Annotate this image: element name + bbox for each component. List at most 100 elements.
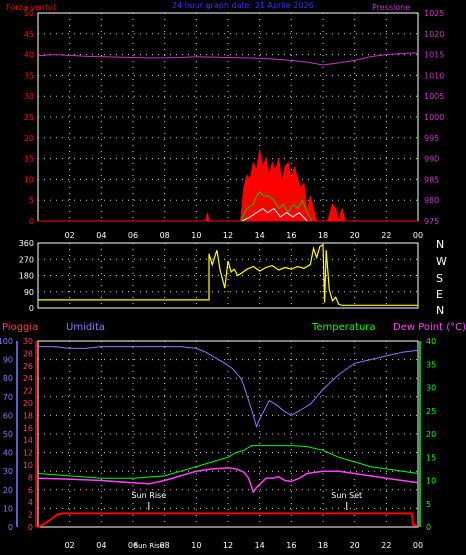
rain-tick-label: 30 bbox=[23, 337, 33, 346]
x-tick-label: 06 bbox=[128, 541, 138, 550]
pressure-line bbox=[37, 52, 419, 66]
rain-tick-label: 26 bbox=[23, 362, 33, 371]
chart-date-title: 24 hour graph date: 21 Aprile 2026 bbox=[172, 1, 314, 10]
wind-tick-label: 35 bbox=[24, 71, 34, 80]
temperature-tick-label: 15 bbox=[426, 453, 436, 462]
x-tick-label: 12 bbox=[223, 541, 233, 550]
rain-tick-label: 20 bbox=[23, 399, 33, 408]
rain-axis-title: Pioggia bbox=[2, 322, 38, 333]
wind-tick-label: 40 bbox=[24, 51, 34, 60]
humidity-ticks: 0 10 20 30 40 50 60 70 80 90 100 bbox=[0, 337, 13, 532]
rain-tick-label: 6 bbox=[28, 486, 33, 495]
x-tick-label: 14 bbox=[255, 541, 265, 550]
x-tick-label: 20 bbox=[350, 231, 360, 240]
humidity-tick-label: 0 bbox=[8, 523, 13, 532]
pressure-tick-label: 1020 bbox=[424, 30, 444, 39]
x-tick-label: 16 bbox=[286, 231, 296, 240]
rain-tick-label: 4 bbox=[28, 498, 33, 507]
panel1-x-ticks: 02 04 06 08 10 12 14 16 18 20 22 00 bbox=[65, 231, 424, 240]
rain-tick-label: 28 bbox=[23, 349, 33, 358]
wind-tick-label: 0 bbox=[29, 217, 34, 226]
temperature-tick-label: 0 bbox=[426, 523, 431, 532]
panel2-grid bbox=[38, 243, 418, 308]
wind-tick-label: 50 bbox=[24, 9, 34, 18]
pressure-tick-label: 1025 bbox=[424, 9, 444, 18]
x-tick-label: 08 bbox=[160, 541, 170, 550]
temperature-tick-label: 25 bbox=[426, 407, 436, 416]
compass-w: W bbox=[436, 255, 447, 268]
rain-tick-label: 24 bbox=[23, 374, 33, 383]
temperature-tick-label: 30 bbox=[426, 384, 436, 393]
x-tick-label: 20 bbox=[350, 541, 360, 550]
pressure-tick-label: 995 bbox=[424, 134, 439, 143]
x-tick-label: 04 bbox=[96, 231, 106, 240]
direction-tick-label: 180 bbox=[19, 272, 34, 281]
pressure-tick-label: 1015 bbox=[424, 51, 444, 60]
humidity-tick-label: 60 bbox=[3, 411, 13, 420]
humidity-tick-label: 50 bbox=[3, 430, 13, 439]
panel2-series bbox=[38, 243, 418, 306]
temperature-tick-label: 35 bbox=[426, 360, 436, 369]
x-tick-label: 16 bbox=[286, 541, 296, 550]
x-tick-label: 10 bbox=[191, 231, 201, 240]
wind-average-line bbox=[240, 191, 313, 222]
dewpoint-axis-title: Dew Point (°C) bbox=[393, 322, 466, 333]
x-tick-label: 02 bbox=[65, 541, 75, 550]
x-tick-label: 04 bbox=[96, 541, 106, 550]
wind-min-line bbox=[242, 207, 308, 222]
compass-n-top: N bbox=[436, 238, 444, 251]
x-tick-label: 10 bbox=[191, 541, 201, 550]
x-tick-label: 22 bbox=[381, 541, 391, 550]
x-tick-label: 00 bbox=[413, 541, 423, 550]
wind-tick-label: 20 bbox=[24, 134, 34, 143]
panel3-grid bbox=[38, 341, 418, 527]
humidity-tick-label: 30 bbox=[3, 467, 13, 476]
pressure-tick-label: 980 bbox=[424, 196, 439, 205]
rain-tick-label: 10 bbox=[23, 461, 33, 470]
temperature-tick-label: 10 bbox=[426, 477, 436, 486]
x-tick-label: 12 bbox=[223, 231, 233, 240]
humidity-axis-title: Umidita bbox=[66, 322, 105, 333]
compass-e: E bbox=[436, 288, 443, 301]
wind-tick-label: 15 bbox=[24, 155, 34, 164]
panel1-series bbox=[37, 52, 419, 222]
pressure-tick-label: 1000 bbox=[424, 113, 444, 122]
humidity-tick-label: 40 bbox=[3, 449, 13, 458]
x-tick-label: 06 bbox=[128, 231, 138, 240]
wind-tick-label: 25 bbox=[24, 113, 34, 122]
humidity-tick-label: 70 bbox=[3, 393, 13, 402]
direction-tick-label: 0 bbox=[29, 304, 34, 313]
wind-tick-label: 5 bbox=[29, 196, 34, 205]
pressure-tick-label: 1005 bbox=[424, 92, 444, 101]
x-tick-label: 18 bbox=[318, 231, 328, 240]
pressure-tick-label: 990 bbox=[424, 155, 439, 164]
rain-tick-label: 18 bbox=[23, 411, 33, 420]
rain-tick-label: 8 bbox=[28, 473, 33, 482]
pressure-axis-title: Pressione bbox=[372, 3, 410, 12]
humidity-tick-label: 10 bbox=[3, 504, 13, 513]
x-tick-label: 22 bbox=[381, 231, 391, 240]
x-tick-label: 00 bbox=[413, 231, 423, 240]
pressure-tick-label: 975 bbox=[424, 217, 439, 226]
wind-tick-label: 30 bbox=[24, 92, 34, 101]
wind-tick-label: 10 bbox=[24, 175, 34, 184]
wind-speed-area bbox=[38, 150, 418, 222]
humidity-tick-label: 20 bbox=[3, 486, 13, 495]
rain-tick-label: 2 bbox=[28, 511, 33, 520]
x-tick-label: 18 bbox=[318, 541, 328, 550]
direction-tick-label: 270 bbox=[19, 255, 34, 264]
x-tick-label: 08 bbox=[160, 231, 170, 240]
direction-tick-label: 90 bbox=[24, 288, 34, 297]
sunset-annotation: Sun Set bbox=[331, 491, 362, 500]
compass-s: S bbox=[436, 272, 443, 285]
temperature-ticks: 0 5 10 15 20 25 30 35 40 bbox=[426, 337, 436, 532]
wind-speed-ticks: 0 5 10 15 20 25 30 35 40 45 50 bbox=[24, 9, 34, 226]
temperature-tick-label: 40 bbox=[426, 337, 436, 346]
humidity-tick-label: 90 bbox=[3, 356, 13, 365]
rain-tick-label: 16 bbox=[23, 424, 33, 433]
rain-tick-label: 14 bbox=[23, 436, 33, 445]
compass-n-bottom: N bbox=[436, 304, 444, 317]
